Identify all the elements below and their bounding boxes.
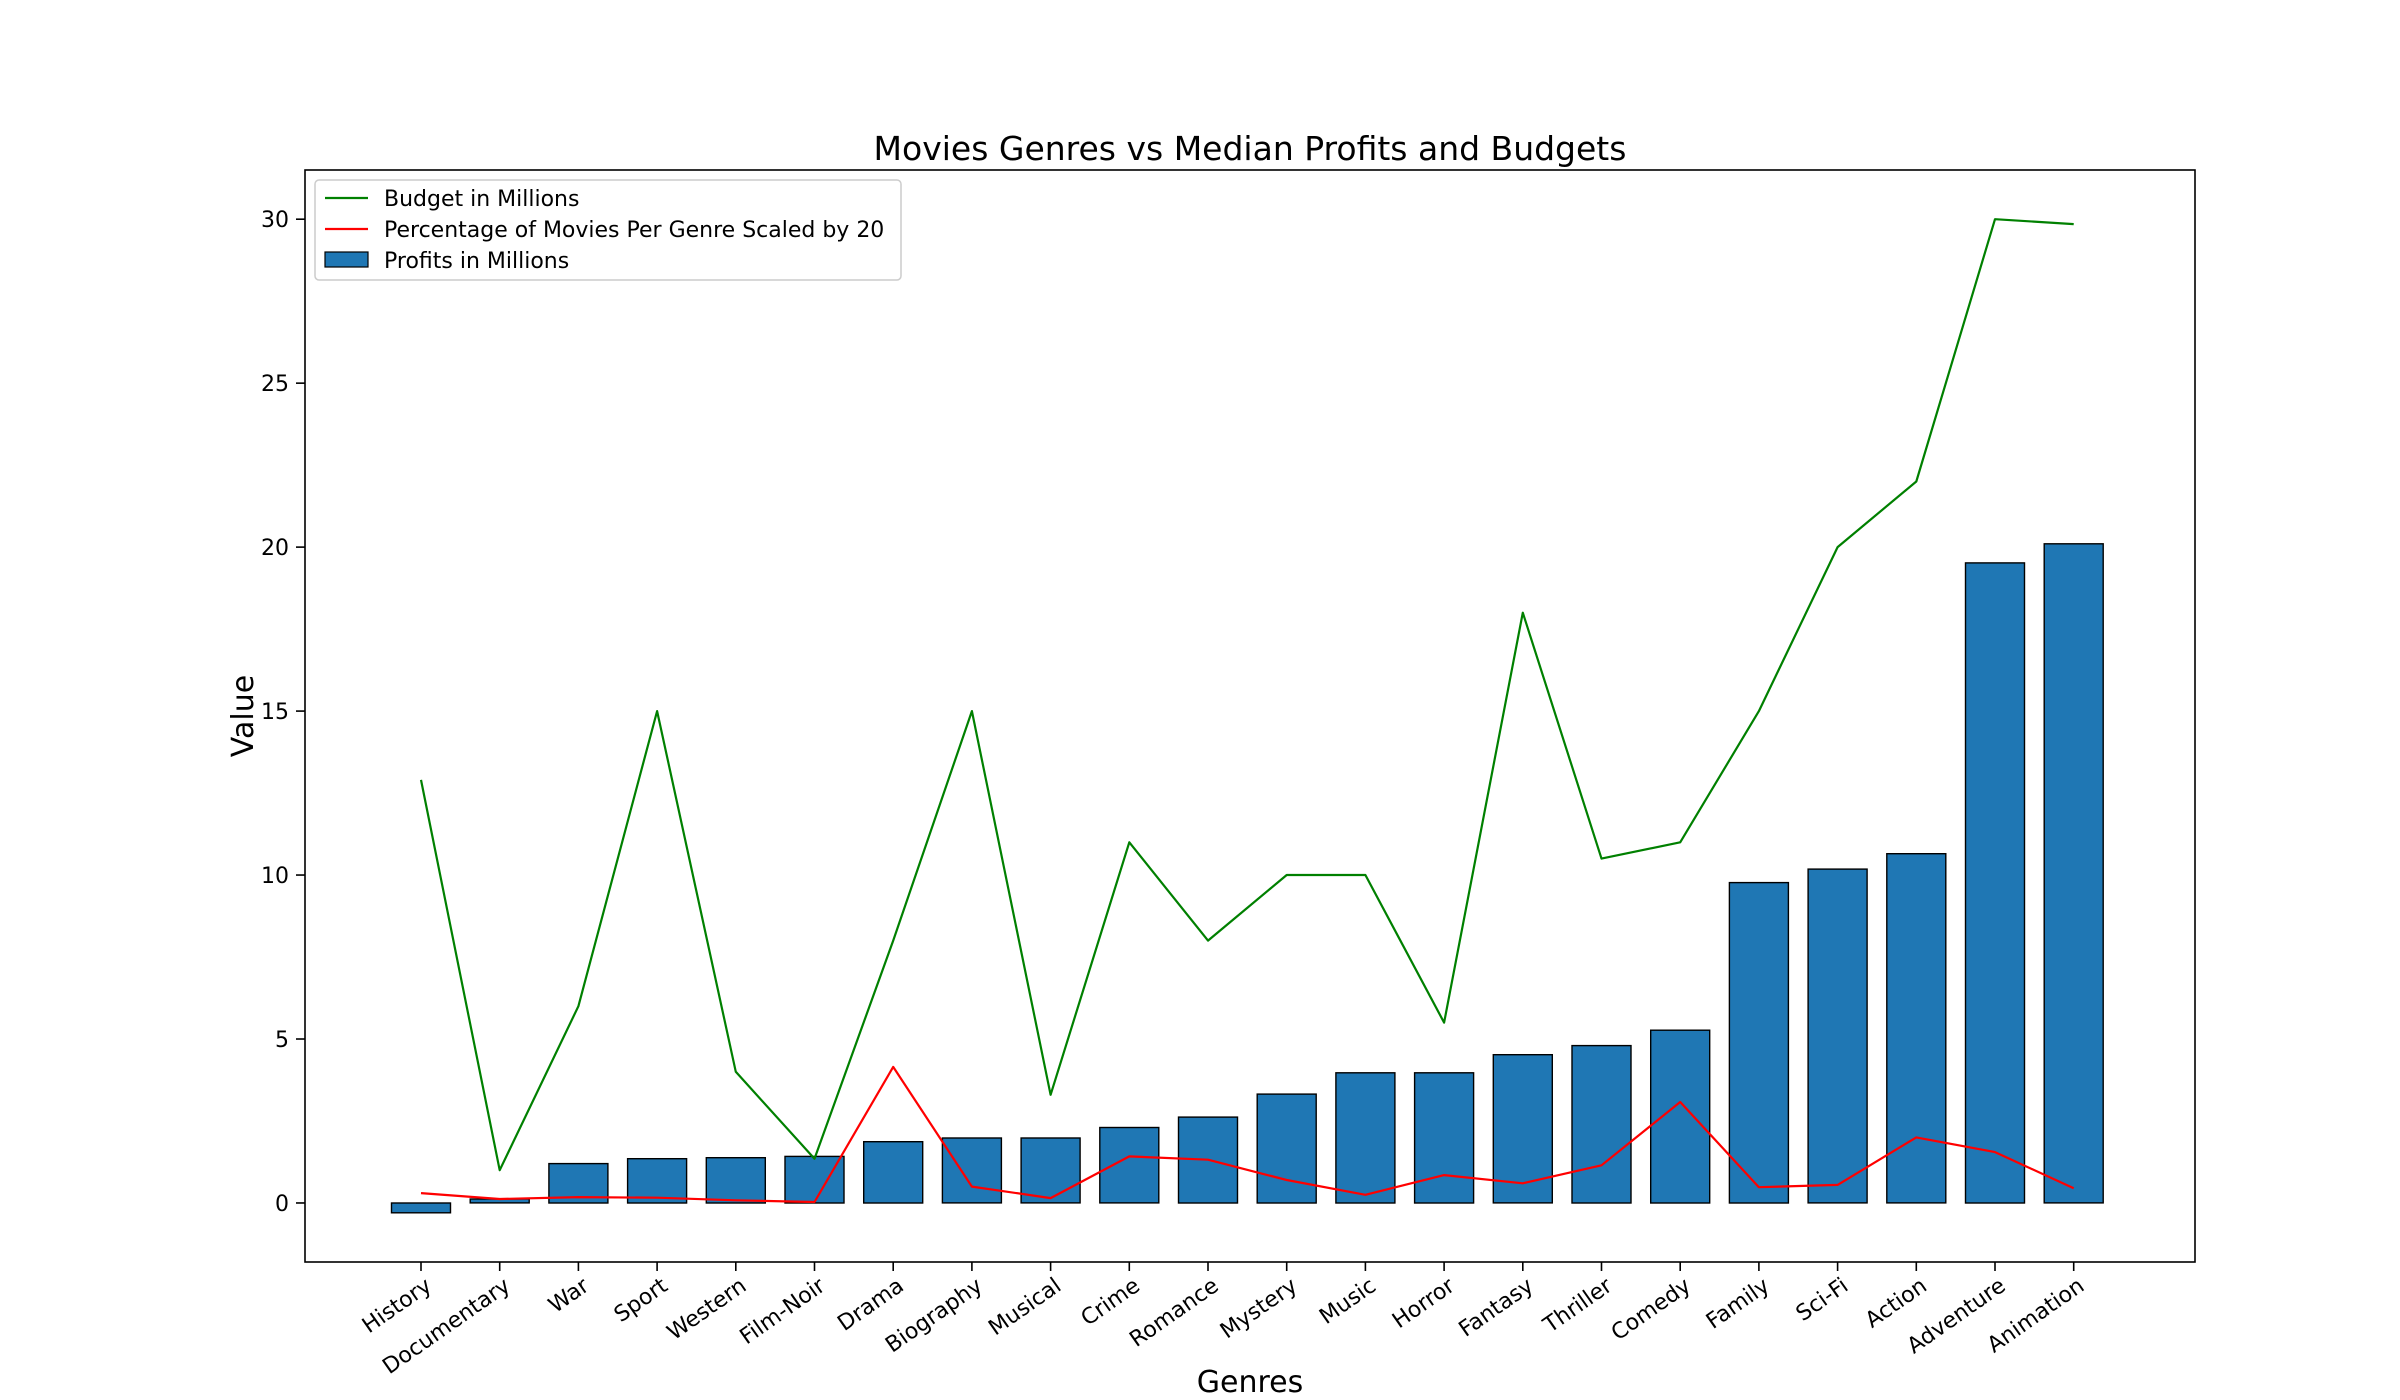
bar-crime — [1099, 1126, 1160, 1204]
bar-western — [705, 1156, 766, 1204]
y-axis: 0 5 10 15 20 25 30 — [261, 208, 305, 1217]
legend-label: Percentage of Movies Per Genre Scaled by… — [384, 218, 884, 243]
percentage-line — [420, 1065, 2075, 1204]
x-axis-label: Genres — [1197, 1365, 1303, 1400]
legend-swatch-bar — [324, 251, 369, 268]
chart-title: Movies Genres vs Median Profits and Budg… — [874, 129, 1627, 168]
y-tick-label: 15 — [261, 700, 289, 725]
x-tick-label: Thriller — [1538, 1273, 1617, 1339]
x-tick-label: Action — [1861, 1273, 1932, 1333]
bar-comedy — [1649, 1029, 1711, 1204]
bar-biography — [941, 1137, 1003, 1204]
x-tick-label: Fantasy — [1455, 1273, 1539, 1342]
y-axis-label: Value — [226, 675, 261, 757]
y-tick-label: 30 — [261, 208, 289, 233]
x-tick-label: Sci-Fi — [1792, 1273, 1853, 1326]
legend-box — [314, 179, 902, 281]
y-tick-label: 20 — [261, 536, 289, 561]
budget-line — [419, 218, 2074, 1172]
bar-group — [390, 543, 2104, 1214]
bar-thriller — [1571, 1044, 1632, 1204]
x-tick-label: Sport — [610, 1273, 673, 1328]
bar-horror — [1413, 1072, 1475, 1204]
x-tick-label: Crime — [1077, 1273, 1145, 1331]
legend-label: Budget in Millions — [384, 187, 579, 212]
bar-musical — [1020, 1137, 1081, 1204]
bar-family — [1728, 881, 1790, 1204]
x-tick-label: Romance — [1125, 1273, 1223, 1352]
bar-history — [390, 1202, 452, 1214]
bar-music — [1335, 1072, 1396, 1204]
bar-adventure — [1964, 562, 2026, 1204]
x-tick-label: Family — [1702, 1273, 1774, 1334]
x-tick-label: Western — [663, 1273, 751, 1345]
bar-film-noir — [784, 1155, 845, 1204]
x-tick-label: Music — [1315, 1273, 1381, 1329]
bar-sci-fi — [1807, 868, 1868, 1204]
line-group — [419, 218, 2075, 1204]
x-tick-label: War — [544, 1273, 594, 1319]
bar-drama — [863, 1140, 924, 1204]
y-tick-label: 10 — [261, 864, 289, 889]
bar-sport — [626, 1157, 688, 1204]
bar-action — [1886, 853, 1947, 1204]
y-tick-label: 25 — [261, 372, 289, 397]
x-tick-label: Comedy — [1607, 1273, 1696, 1346]
x-tick-label: Mystery — [1216, 1273, 1302, 1344]
x-tick-label: Horror — [1388, 1273, 1460, 1334]
legend: Budget in Millions Percentage of Movies P… — [314, 179, 902, 281]
bar-animation — [2043, 543, 2104, 1204]
plot-frame — [304, 169, 2196, 1263]
bar-mystery — [1256, 1093, 1317, 1204]
y-tick-label: 0 — [275, 1192, 289, 1217]
x-tick-label: Film-Noir — [736, 1273, 831, 1350]
legend-label: Profits in Millions — [384, 249, 569, 274]
x-tick-label: Musical — [984, 1273, 1066, 1341]
bar-romance — [1177, 1116, 1239, 1204]
y-tick-label: 5 — [275, 1028, 289, 1053]
